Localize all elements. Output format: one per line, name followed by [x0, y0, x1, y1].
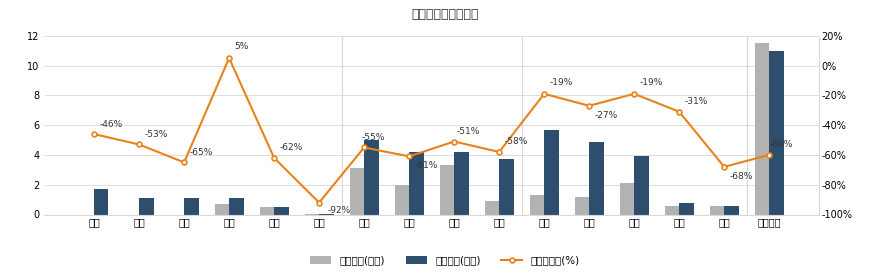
Bar	[575, 197, 589, 214]
Bar	[214, 204, 229, 215]
Bar	[635, 156, 649, 214]
Bar	[619, 183, 635, 214]
Text: -46%: -46%	[100, 120, 123, 128]
Bar	[350, 168, 364, 214]
Text: 图：各区域供求情况: 图：各区域供求情况	[411, 8, 479, 21]
Bar	[589, 142, 603, 214]
Bar	[530, 195, 544, 215]
Text: -31%: -31%	[684, 97, 708, 106]
Bar	[260, 207, 274, 214]
Bar	[409, 152, 424, 214]
Text: -27%: -27%	[595, 111, 618, 120]
Text: -68%: -68%	[730, 172, 753, 181]
Text: -58%: -58%	[505, 138, 528, 146]
Bar	[769, 51, 783, 215]
Text: -60%: -60%	[769, 140, 793, 149]
Bar	[755, 43, 769, 214]
Bar	[724, 206, 739, 214]
Text: -55%: -55%	[361, 133, 384, 142]
Bar	[485, 201, 499, 215]
Text: -92%: -92%	[328, 206, 351, 215]
Bar	[274, 207, 288, 214]
Legend: 供应面积(万㎡), 成交面积(万㎡), 成交量环比(%): 供应面积(万㎡), 成交面积(万㎡), 成交量环比(%)	[306, 251, 584, 270]
Text: -19%: -19%	[640, 78, 663, 87]
Bar	[229, 198, 244, 214]
Bar	[665, 206, 679, 214]
Text: -53%: -53%	[145, 130, 168, 139]
Bar	[364, 140, 378, 214]
Text: -19%: -19%	[550, 78, 573, 87]
Bar	[679, 203, 693, 214]
Bar	[440, 165, 454, 215]
Text: -65%: -65%	[190, 148, 213, 157]
Text: -61%: -61%	[415, 161, 438, 170]
Text: -62%: -62%	[279, 143, 303, 152]
Bar	[139, 198, 153, 214]
Bar	[544, 130, 559, 214]
Bar	[395, 185, 409, 214]
Bar	[94, 189, 109, 214]
Bar	[184, 198, 198, 214]
Text: 5%: 5%	[235, 42, 249, 51]
Bar	[499, 160, 514, 215]
Bar	[454, 152, 468, 214]
Bar	[710, 206, 724, 214]
Text: -51%: -51%	[457, 127, 481, 136]
